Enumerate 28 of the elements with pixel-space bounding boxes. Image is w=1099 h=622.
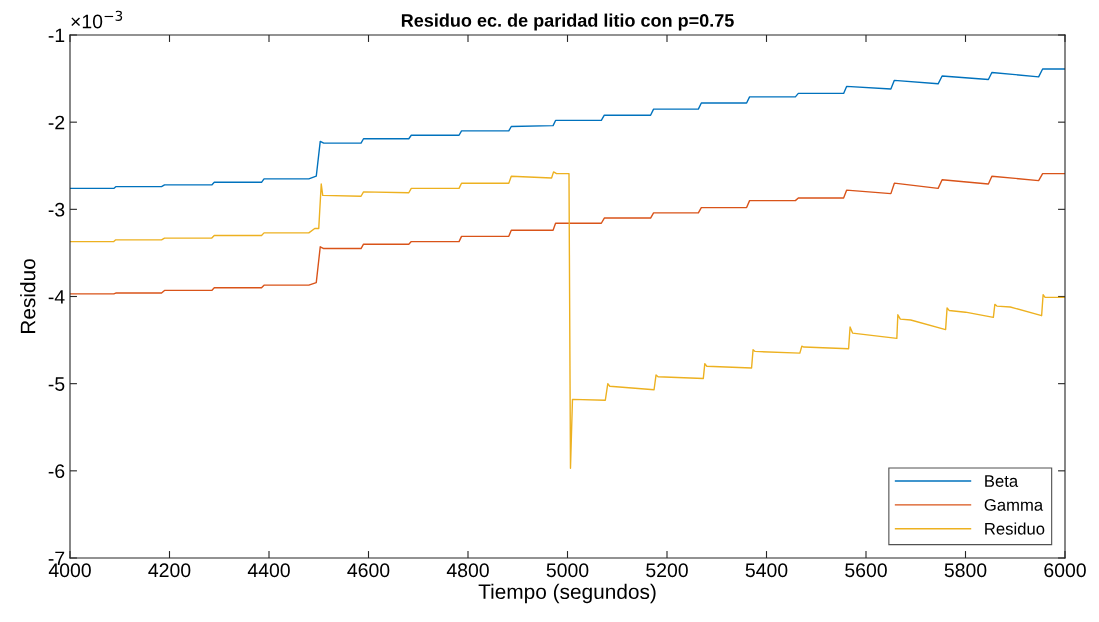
y-tick-label: -7 <box>48 551 65 566</box>
line-series <box>70 68 1065 190</box>
chart-title: Residuo ec. de paridad litio con p=0.75 <box>401 13 734 31</box>
x-tick-label: 5000 <box>546 563 589 578</box>
x-tick-label: 4200 <box>148 563 191 578</box>
x-tick-label: 4800 <box>446 563 489 578</box>
x-tick-label: 5400 <box>745 563 788 578</box>
x-tick-label: 4000 <box>48 563 91 578</box>
x-tick-label: 5800 <box>944 563 987 578</box>
x-axis-title: Tiempo (segundos) <box>478 583 656 604</box>
line-series <box>70 172 1065 295</box>
y-axis-title: Residuo <box>20 259 36 334</box>
legend-label: Gamma <box>984 499 1044 511</box>
legend-label: Residuo <box>985 522 1045 535</box>
legend-label: Beta <box>985 475 1019 487</box>
text: ×10$^{−3}$ <box>71 10 123 29</box>
y-tick-label: -1 <box>48 28 65 43</box>
y-tick-label: -4 <box>48 290 65 304</box>
x-tick-label: 4600 <box>347 563 390 578</box>
y-tick-label: -3 <box>48 202 65 217</box>
x-tick-label: 5600 <box>845 563 887 578</box>
y-tick-label: -2 <box>48 115 65 130</box>
line-series <box>70 171 1065 469</box>
y-tick-label: -6 <box>48 464 65 479</box>
x-tick-label: 6000 <box>1044 563 1086 578</box>
x-tick-label: 5200 <box>646 563 688 578</box>
x-tick-label: 4400 <box>247 563 290 578</box>
y-tick-label: -5 <box>48 377 65 391</box>
